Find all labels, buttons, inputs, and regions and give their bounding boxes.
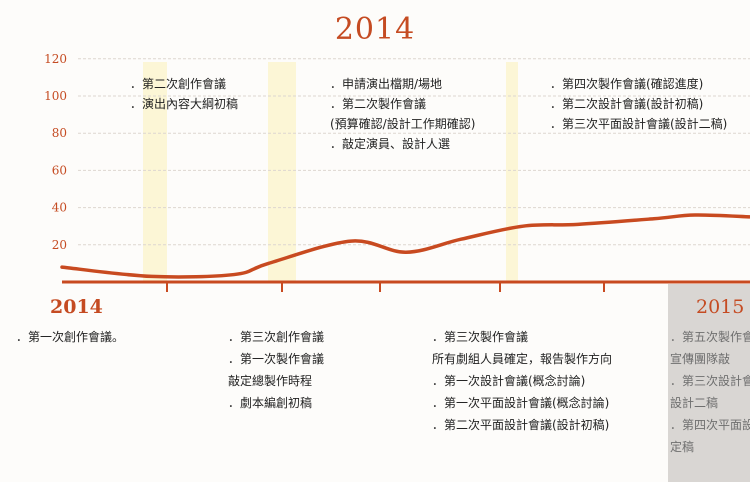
note-line: 設計二稿 xyxy=(670,396,719,410)
note-line: ．第三次製作會議 xyxy=(432,330,529,344)
lower-note-september: ．第三次創作會議 ．第一次製作會議 敲定總製作時程 ．劇本編創初稿 xyxy=(228,326,324,414)
note-line: ．第四次平面設 xyxy=(670,418,750,432)
note-line: ．第二次平面設計會議(設計初稿) xyxy=(432,418,610,432)
y-tick-label: 40 xyxy=(52,201,67,215)
note-line: ．第一次平面設計會議(概念討論) xyxy=(432,396,610,410)
note-line: ．敲定演員、設計人選 xyxy=(330,137,451,151)
highlight-band-september xyxy=(268,62,296,282)
note-line: ．第二次設計會議(設計初稿) xyxy=(550,97,704,111)
note-line: 宣傳團隊敲 xyxy=(670,352,731,366)
chart-title: 2014 xyxy=(334,12,416,47)
note-line: ．第五次製作會 xyxy=(670,330,750,344)
upper-note-july: ．第二次創作會議 ．演出內容大綱初稿 xyxy=(130,74,238,114)
note-line: ．申請演出檔期/場地 xyxy=(330,77,443,91)
note-line: (預算確認/設計工作期確認) xyxy=(330,117,476,131)
highlight-band-november xyxy=(506,62,518,282)
start-year-label: 2014 xyxy=(50,296,103,318)
highlight-band-july xyxy=(143,62,167,282)
next-year-band xyxy=(668,284,750,482)
note-line: ．第三次創作會議 xyxy=(228,330,325,344)
note-line: ．劇本編創初稿 xyxy=(228,396,313,410)
upper-note-october: ．申請演出檔期/場地 ．第二次製作會議 (預算確認/設計工作期確認) ．敲定演員… xyxy=(330,74,475,154)
end-year-label: 2015 xyxy=(696,296,745,318)
note-line: ．演出內容大綱初稿 xyxy=(130,97,239,111)
note-line: ．第三次平面設計會議(設計二稿) xyxy=(550,117,728,131)
note-line: ．第三次設計會 xyxy=(670,374,750,388)
lower-note-2015: ．第五次製作會 宣傳團隊敲 ．第三次設計會 設計二稿 ．第四次平面設 定稿 xyxy=(670,326,750,458)
note-line: ．第二次製作會議 xyxy=(330,97,427,111)
note-line: ．第二次創作會議 xyxy=(130,77,227,91)
note-line: ．第一次製作會議 xyxy=(228,352,325,366)
y-tick-label: 80 xyxy=(52,126,67,140)
series-line xyxy=(60,213,750,279)
y-tick-label: 100 xyxy=(44,89,67,103)
y-tick-label: 20 xyxy=(52,238,67,252)
note-line: 所有劇組人員確定，報告製作方向 xyxy=(432,352,613,366)
lower-note-november: ．第三次製作會議 所有劇組人員確定，報告製作方向 ．第一次設計會議(概念討論) … xyxy=(432,326,612,436)
y-tick-label: 60 xyxy=(52,163,67,177)
note-line: ．第一次創作會議。 xyxy=(16,330,125,344)
note-line: 定稿 xyxy=(670,440,695,454)
note-line: ．第一次設計會議(概念討論) xyxy=(432,374,586,388)
lower-note-june: ．第一次創作會議。 xyxy=(16,326,124,348)
y-tick-label: 120 xyxy=(44,52,67,66)
note-line: 敲定總製作時程 xyxy=(228,374,313,388)
note-line: ．第四次製作會議(確認進度) xyxy=(550,77,704,91)
upper-note-december: ．第四次製作會議(確認進度) ．第二次設計會議(設計初稿) ．第三次平面設計會議… xyxy=(550,74,727,134)
